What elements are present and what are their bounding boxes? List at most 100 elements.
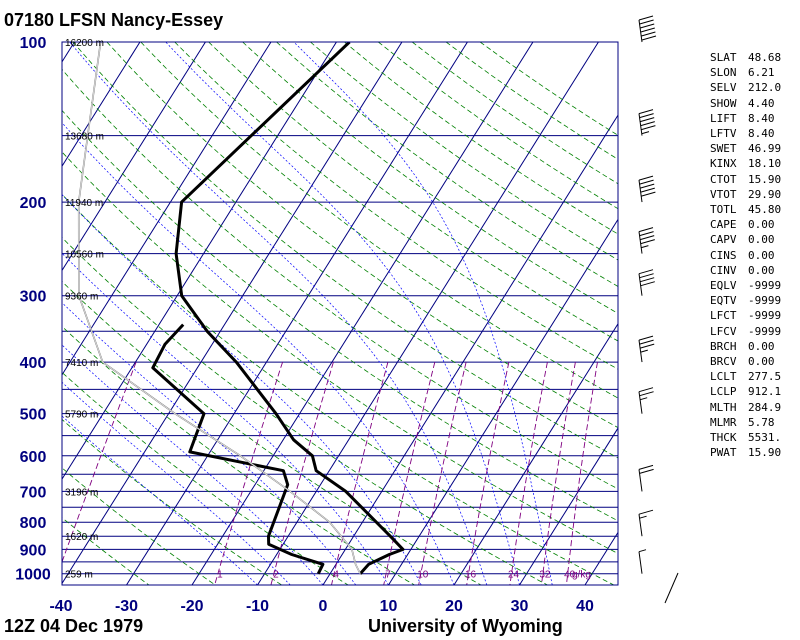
mixing-ratio-line [331,361,389,585]
index-row: VTOT 29.90 [710,187,781,202]
moist-adiabat [62,344,324,585]
index-value: -9999 [748,279,782,293]
index-row: BRCV 0.00 [710,354,781,369]
wind-barb-half [638,549,647,553]
index-value: 46.99 [748,142,782,156]
height-label: 7410 m [65,358,98,369]
wind-barb-flag [639,273,654,279]
mixing-ratio-label: 32 [539,570,551,581]
isotherm-line [322,114,618,585]
mixing-ratio-line [509,362,548,585]
index-value: 15.90 [748,172,782,186]
wind-barb-staff [638,19,643,43]
index-row: MLMR 5.78 [710,415,781,430]
height-label: 13680 m [65,132,104,143]
index-value: 0.00 [748,248,775,262]
wind-barb-staff [638,273,643,296]
mixing-ratio-label: 2 [273,570,279,581]
isotherm-line [191,42,534,585]
pressure-tick-label: 400 [20,355,47,372]
dry-adiabat [62,325,415,585]
wind-barb-flag [640,235,655,241]
index-row: SLAT 48.68 [710,50,781,65]
index-name: THCK [710,431,737,445]
axis-labels: 1 2 4 7 10 16 24 32 40g/kg1002003004005006007008… [15,35,594,615]
mixing-ratio-unit: g/kg [572,570,591,581]
mixing-ratio-label: 4 [333,570,339,581]
wind-barb-flag [638,15,654,21]
mixing-ratio-line [466,362,510,585]
wind-barb-flag [638,109,654,115]
wind-barb-half [640,349,648,353]
temperature-tick-label: -10 [246,598,269,615]
wind-barb-staff [638,340,643,363]
index-value: 0.00 [748,233,775,247]
index-row: PWAT 15.90 [710,445,781,460]
index-row: KINX 18.10 [710,156,781,171]
index-row: EQLV -9999 [710,278,781,293]
index-name: CINV [710,263,737,277]
index-value: 29.90 [748,187,782,201]
index-name: LFCT [710,309,737,323]
wind-barb-flag [640,23,655,29]
surface-wind-staff [664,572,679,604]
wind-barb-half [641,131,650,135]
index-row: LIFT 8.40 [710,111,781,126]
wind-barb-flag [638,335,654,341]
sounding-indices: SLAT 48.68 SLON 6.21 SELV 212.0 SHOW 4.40 LIFT 8.… [710,50,781,460]
dry-adiabat [62,109,618,522]
wind-barb-staff [638,551,643,574]
index-value: 45.80 [748,203,782,217]
moist-adiabat [62,415,258,585]
index-value: 277.5 [748,370,782,384]
sounding-curves [77,42,405,575]
mixing-ratio-label: 16 [465,570,477,581]
wind-barb-flag [640,277,655,283]
index-name: EQTV [710,294,737,308]
wind-barb [638,109,656,136]
index-name: SELV [710,81,737,95]
index-name: SHOW [710,96,737,110]
index-name: VTOT [710,187,737,201]
index-value: -9999 [748,324,782,338]
wind-barb-flag [640,239,655,245]
index-row: TOTL 45.80 [710,202,781,217]
index-name: LCLP [710,385,737,399]
plot-frame [61,41,619,586]
wind-barb-flag [641,35,657,41]
index-row: CAPV 0.00 [710,232,781,247]
index-value: 5.78 [748,415,775,429]
wind-barb-flag [641,191,656,197]
index-row: LCLP 912.1 [710,384,781,399]
temperature-tick-label: 30 [511,598,529,615]
dry-adiabat [62,193,614,585]
index-row: SWET 46.99 [710,141,781,156]
isotherm-line [453,322,618,585]
index-name: MLMR [710,415,737,429]
index-value: 0.00 [748,355,775,369]
mixing-ratio-label: 40 [564,570,576,581]
wind-barb-flag [639,391,654,397]
pressure-tick-label: 900 [20,542,47,559]
index-row: CINS 0.00 [710,248,781,263]
wind-barb-flag [639,113,654,119]
index-row: THCK 5531. [710,430,781,445]
index-row: BRCH 0.00 [710,339,781,354]
chart-grid [62,42,618,585]
pressure-tick-label: 600 [20,449,47,466]
isotherm-line [62,42,206,272]
index-name: CAPE [710,218,737,232]
dry-adiabat [62,68,618,490]
dry-adiabat [140,42,618,399]
pressure-tick-label: 500 [20,407,47,424]
moist-adiabat [293,42,553,585]
wind-barb-flag [640,27,655,33]
moist-adiabat [165,42,520,585]
wind-barb-flag [638,227,654,233]
mixing-ratio-line [541,362,576,585]
index-name: SLON [710,66,737,80]
index-name: LCLT [710,370,737,384]
wind-barb-staff [638,113,643,136]
temperature-tick-label: -20 [180,598,203,615]
isotherm-line [62,42,75,63]
